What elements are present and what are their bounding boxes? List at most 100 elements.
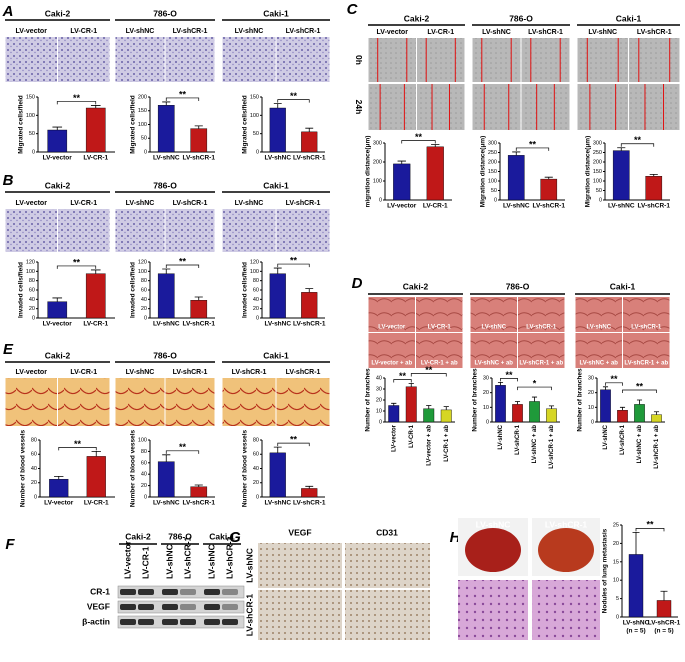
error-bar [162, 454, 171, 462]
y-tick-label: 60 [141, 460, 147, 466]
bar [540, 178, 558, 201]
significance-label: * [533, 378, 537, 388]
y-tick-label: 100 [138, 122, 147, 128]
error-bar [653, 411, 660, 415]
y-tick-label: 10 [588, 405, 594, 411]
group-title: Caki-2 [403, 281, 429, 291]
panel-letter: D [352, 275, 363, 292]
bar [512, 404, 523, 423]
micrograph [276, 209, 330, 252]
tube-image [623, 333, 670, 368]
image-label: LV-shCR-1 [173, 28, 208, 35]
y-tick-label: 20 [613, 541, 619, 547]
bar [301, 131, 318, 153]
blot-band [222, 619, 238, 625]
y-tick-label: 20 [141, 483, 147, 489]
significance-label: ** [290, 255, 298, 265]
group-title: Caki-1 [263, 180, 289, 190]
error-bar [544, 176, 553, 180]
bar [269, 452, 286, 498]
tube-image [575, 333, 622, 368]
micrograph [5, 209, 57, 252]
micrograph [115, 37, 165, 82]
bar [440, 409, 452, 423]
error-bar [660, 590, 668, 601]
y-tick-label: 0 [34, 494, 37, 500]
x-tick-label: LV-vector [43, 321, 73, 328]
bar [634, 404, 645, 423]
image-label: LV-shCR-1 [526, 325, 557, 331]
significance-label: ** [179, 442, 187, 452]
significance-bracket [622, 389, 657, 393]
y-axis-label: Number of blood vessels [242, 429, 249, 507]
y-tick-label: 40 [29, 297, 35, 303]
significance-bracket [500, 378, 518, 382]
x-tick-label: LV-shCR-1 + ab [654, 425, 660, 469]
image-label: LV-CR-1 [427, 29, 454, 36]
group-title: Caki-2 [45, 8, 71, 18]
y-tick-label: 150 [138, 108, 147, 114]
x-tick-label: LV-CR-1 [83, 321, 108, 328]
scratch-image [629, 84, 680, 130]
x-tick-label: LV-shNC [153, 321, 180, 328]
x-tick-label: LV-shCR-1 [638, 203, 671, 210]
blot-band [120, 589, 136, 595]
error-bar [91, 451, 101, 457]
blot-band [138, 604, 154, 610]
error-bar [548, 405, 555, 409]
y-tick-label: 150 [593, 169, 602, 175]
row-label: LV-shNC [244, 548, 254, 583]
y-tick-label: 100 [26, 113, 35, 119]
y-tick-label: 120 [250, 259, 259, 265]
image-label: LV-shNC [126, 200, 155, 207]
y-tick-label: 20 [376, 397, 382, 403]
x-tick-label: LV-vector [387, 203, 417, 210]
tube-image [518, 297, 565, 332]
x-tick-label: LV-shCR-1 [183, 500, 216, 507]
micrograph [115, 378, 165, 426]
blot-band [204, 619, 220, 625]
panel-letter: A [2, 3, 14, 20]
y-tick-label: 300 [373, 140, 382, 146]
x-tick-label: LV-shNC [603, 424, 609, 449]
micrograph [222, 378, 276, 426]
significance-bracket [517, 386, 552, 391]
significance-bracket [277, 442, 310, 447]
y-tick-label: 100 [138, 437, 147, 443]
bar [423, 408, 435, 423]
y-tick-label: 0 [144, 149, 147, 155]
significance-label: ** [646, 520, 654, 530]
y-tick-label: 100 [250, 269, 259, 275]
blot-band [180, 604, 196, 610]
y-tick-label: 0 [616, 614, 619, 620]
error-bar [305, 288, 314, 293]
x-tick-label: LV-shCR-1 [293, 155, 326, 162]
y-tick-label: 40 [253, 297, 259, 303]
x-tick-label: LV-shNC [503, 203, 530, 210]
y-tick-label: 5 [616, 596, 619, 602]
bar [656, 600, 672, 618]
image-label: LV-CR-1 [70, 369, 97, 376]
image-label: LV-CR-1 [70, 28, 97, 35]
y-tick-label: 250 [593, 150, 602, 156]
bar [645, 176, 663, 201]
bar [426, 146, 444, 201]
significance-label: ** [529, 139, 537, 149]
error-bar [52, 126, 63, 130]
image-label: LV-vector [377, 29, 409, 36]
bar [388, 405, 400, 423]
y-tick-label: 20 [141, 306, 147, 312]
x-tick-sublabel: (n = 5) [626, 628, 645, 635]
error-bar [194, 296, 203, 301]
x-tick-label: LV-shNC [264, 321, 291, 328]
y-tick-label: 0 [256, 315, 259, 321]
micrograph [115, 209, 165, 252]
x-tick-label: LV-shNC [608, 203, 635, 210]
blot-band [162, 604, 178, 610]
significance-label: ** [74, 439, 82, 449]
image-label: LV-shNC + ab [580, 361, 619, 367]
blot-band [222, 589, 238, 595]
group-title: Caki-1 [610, 281, 636, 291]
image-label: LV-shCR-1 [545, 519, 588, 529]
lane-label: LV-CR-1 [140, 546, 150, 579]
